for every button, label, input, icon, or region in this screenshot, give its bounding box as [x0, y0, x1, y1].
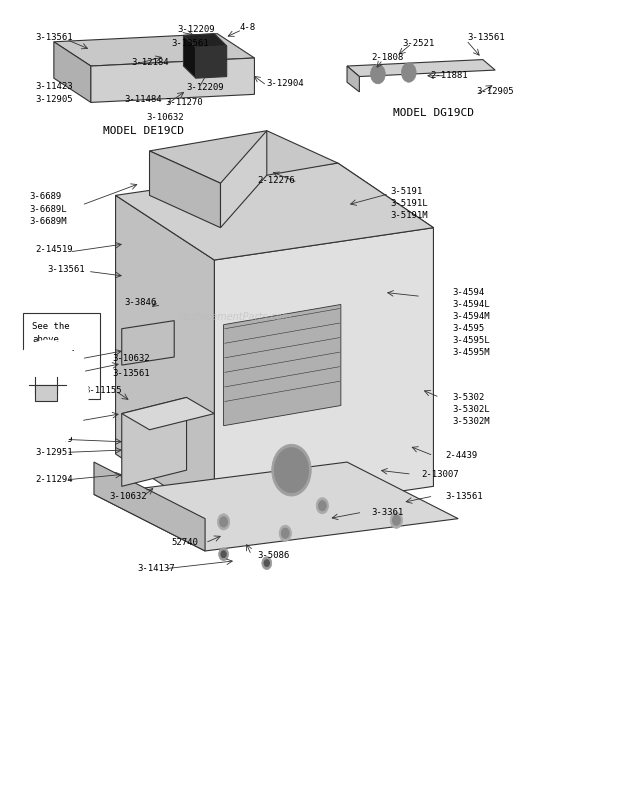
- Polygon shape: [122, 397, 187, 487]
- Circle shape: [272, 444, 311, 496]
- Text: 3-3361: 3-3361: [372, 508, 404, 517]
- Text: 2-4439: 2-4439: [446, 451, 478, 460]
- Polygon shape: [94, 462, 205, 551]
- Text: 3-13122: 3-13122: [29, 369, 67, 378]
- Circle shape: [262, 556, 272, 569]
- Circle shape: [401, 62, 416, 82]
- Text: 3-12905: 3-12905: [477, 88, 514, 97]
- Text: 3-12209: 3-12209: [187, 84, 224, 92]
- Text: 3-6689L: 3-6689L: [29, 204, 67, 213]
- Circle shape: [319, 501, 326, 511]
- Circle shape: [7, 341, 88, 446]
- Text: 3-4594: 3-4594: [452, 288, 484, 297]
- Text: 2-11294: 2-11294: [35, 475, 73, 484]
- Text: 3-5191L: 3-5191L: [390, 199, 428, 208]
- Polygon shape: [224, 304, 341, 426]
- Text: above: above: [32, 335, 59, 344]
- Text: 4-8: 4-8: [239, 23, 255, 32]
- Bar: [35, 385, 57, 401]
- Text: 3-13561: 3-13561: [467, 33, 505, 42]
- Text: 3-12905: 3-12905: [35, 96, 73, 105]
- Text: 3-2521: 3-2521: [402, 39, 435, 48]
- Polygon shape: [215, 228, 433, 519]
- Text: 3-13561: 3-13561: [48, 265, 86, 274]
- Text: 3-13561: 3-13561: [35, 33, 73, 42]
- Circle shape: [274, 448, 309, 493]
- Circle shape: [279, 525, 291, 541]
- Text: 3-11155: 3-11155: [85, 387, 122, 396]
- Text: numbers: numbers: [32, 374, 70, 383]
- Polygon shape: [184, 36, 196, 78]
- Circle shape: [220, 517, 228, 526]
- Text: 2-14519: 2-14519: [35, 245, 73, 254]
- Text: 3-10632: 3-10632: [109, 491, 147, 500]
- Polygon shape: [196, 46, 227, 78]
- Text: 3-4595L: 3-4595L: [452, 337, 490, 345]
- Circle shape: [371, 64, 385, 84]
- Text: 2-11881: 2-11881: [430, 71, 468, 80]
- Polygon shape: [184, 34, 227, 48]
- Polygon shape: [149, 151, 221, 228]
- Circle shape: [390, 513, 402, 528]
- Polygon shape: [94, 462, 458, 551]
- Text: MODEL DG19CD: MODEL DG19CD: [393, 108, 474, 118]
- Circle shape: [218, 514, 230, 530]
- Text: 2-1808: 2-1808: [372, 54, 404, 62]
- Text: See the: See the: [32, 322, 70, 331]
- Text: 3-5191: 3-5191: [390, 187, 422, 195]
- Polygon shape: [122, 397, 215, 430]
- Text: 3-4595: 3-4595: [452, 324, 484, 333]
- Text: 3-13561: 3-13561: [171, 39, 209, 48]
- Text: 3-11270: 3-11270: [165, 98, 203, 107]
- Text: 3-11423: 3-11423: [35, 82, 73, 91]
- Text: MODEL DE19CD: MODEL DE19CD: [103, 126, 184, 135]
- Circle shape: [221, 551, 226, 557]
- Polygon shape: [122, 320, 174, 365]
- Text: 3-12904: 3-12904: [267, 79, 304, 88]
- Text: 3-10632: 3-10632: [112, 354, 150, 363]
- Polygon shape: [221, 131, 267, 228]
- Polygon shape: [149, 131, 338, 183]
- Circle shape: [219, 547, 229, 560]
- Text: 3-1548: 3-1548: [23, 420, 55, 429]
- Text: 3-6689: 3-6689: [29, 192, 61, 201]
- Text: 3-14137: 3-14137: [137, 564, 175, 573]
- Text: 3-5302M: 3-5302M: [452, 417, 490, 426]
- Text: 3-13561: 3-13561: [112, 369, 150, 378]
- Text: 3-4594M: 3-4594M: [452, 312, 490, 321]
- Polygon shape: [347, 66, 360, 92]
- Text: 3-5086: 3-5086: [257, 551, 290, 560]
- Text: 2-13007: 2-13007: [421, 470, 459, 478]
- Text: 3-12951: 3-12951: [35, 448, 73, 457]
- Text: 52740: 52740: [171, 539, 198, 547]
- Text: 3-4595M: 3-4595M: [452, 349, 490, 358]
- Text: 3-5302L: 3-5302L: [452, 405, 490, 414]
- Polygon shape: [115, 163, 433, 260]
- Polygon shape: [91, 58, 254, 102]
- Polygon shape: [54, 34, 254, 66]
- Text: 3-5302: 3-5302: [452, 393, 484, 402]
- Polygon shape: [115, 195, 215, 519]
- Text: 3-12209: 3-12209: [177, 25, 215, 34]
- Text: 3-4594L: 3-4594L: [452, 300, 490, 309]
- Circle shape: [392, 516, 400, 525]
- Circle shape: [316, 498, 329, 514]
- Circle shape: [281, 528, 289, 538]
- Text: 3-6689M: 3-6689M: [29, 217, 67, 225]
- Text: drawings: drawings: [32, 348, 75, 357]
- Text: 3-13559: 3-13559: [35, 435, 73, 444]
- Circle shape: [264, 560, 269, 566]
- Text: 3-11484: 3-11484: [125, 96, 162, 105]
- Text: for part: for part: [32, 361, 75, 370]
- Polygon shape: [54, 42, 91, 102]
- Text: 3-13561: 3-13561: [446, 491, 484, 500]
- Text: 3-5191M: 3-5191M: [390, 211, 428, 220]
- Polygon shape: [347, 59, 495, 76]
- Text: 3-3846: 3-3846: [125, 298, 157, 307]
- Text: ReplacementParts.com: ReplacementParts.com: [179, 311, 293, 322]
- Text: 3-10632: 3-10632: [146, 114, 184, 122]
- Text: 2-12276: 2-12276: [257, 176, 295, 186]
- Polygon shape: [338, 163, 433, 487]
- Text: 3-12184: 3-12184: [131, 58, 169, 67]
